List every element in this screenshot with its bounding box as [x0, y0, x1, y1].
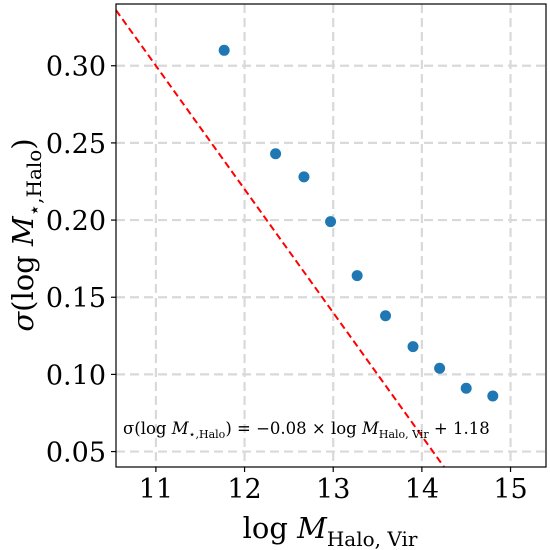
- x-tick-label: 15: [493, 474, 527, 505]
- data-point: [351, 270, 363, 282]
- data-point: [380, 310, 392, 322]
- fit-line-layer: [115, 9, 445, 468]
- y-tick-label: 0.10: [46, 360, 106, 391]
- data-point: [487, 390, 499, 402]
- y-tick-label: 0.20: [46, 206, 106, 237]
- x-tick-label: 12: [227, 474, 261, 505]
- data-point: [434, 362, 446, 374]
- data-point: [298, 171, 310, 183]
- y-tick-label: 0.25: [46, 129, 106, 160]
- y-tick-label: 0.15: [46, 283, 106, 314]
- y-tick-label: 0.30: [46, 52, 106, 83]
- data-point: [407, 341, 419, 353]
- fit-equation-annotation: σ(log M⋆,Halo) = −0.08 × log MHalo, Vir …: [123, 419, 490, 441]
- data-points: [218, 44, 499, 402]
- plot-frame: [115, 3, 547, 468]
- data-point: [270, 148, 282, 160]
- y-tick-label: 0.05: [46, 438, 106, 469]
- y-axis-label: σ(log M⋆,Halo): [6, 138, 46, 331]
- x-tick-label: 13: [316, 474, 350, 505]
- data-point: [325, 216, 337, 228]
- x-axis-label: log MHalo, Vir: [243, 511, 418, 550]
- data-point: [460, 382, 472, 394]
- axis-ticks: 11 12 13 14 15 0.05 0.10 0.15 0.20 0.25 0.30: [46, 52, 528, 505]
- grid-lines: [116, 4, 546, 467]
- x-tick-label: 11: [139, 474, 173, 505]
- data-point: [218, 44, 230, 56]
- x-tick-label: 14: [405, 474, 439, 505]
- fit-line: [115, 9, 445, 468]
